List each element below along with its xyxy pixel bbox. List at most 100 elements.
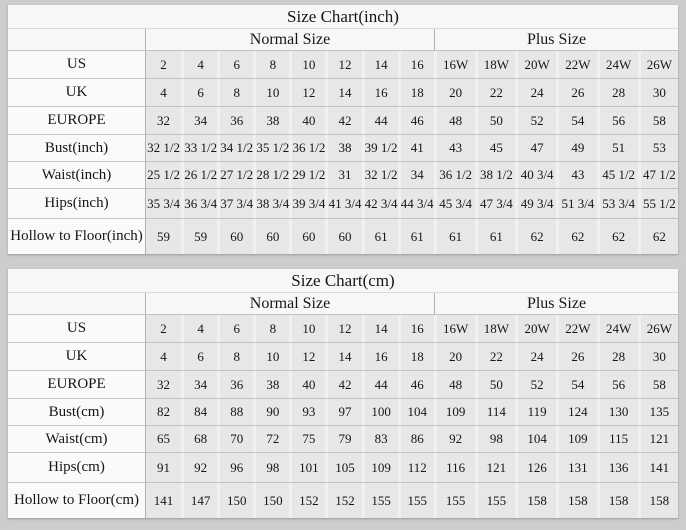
page: Size Chart(inch) Normal Size Plus Size U… xyxy=(8,5,679,518)
size-cell: 56 xyxy=(596,107,638,134)
size-cell: 152 xyxy=(325,483,362,518)
column-group-header-row: Normal Size Plus Size xyxy=(8,293,678,314)
size-cell: 109 xyxy=(556,426,597,452)
size-cell: 62 xyxy=(596,219,638,254)
size-cell: 20W xyxy=(515,315,556,342)
size-cell: 26 xyxy=(556,343,597,370)
size-cell: 36 xyxy=(217,371,254,398)
size-cell: 62 xyxy=(556,219,597,254)
row-label: Hips(cm) xyxy=(8,453,145,482)
size-cell: 47 xyxy=(515,135,556,161)
size-cell: 39 3/4 xyxy=(289,189,326,218)
size-cell: 20W xyxy=(515,51,556,78)
size-cell: 98 xyxy=(474,426,516,452)
size-cell: 59 xyxy=(181,219,218,254)
size-cell: 32 1/2 xyxy=(361,162,398,188)
size-cell: 93 xyxy=(289,399,326,425)
size-cell: 45 xyxy=(474,135,516,161)
size-cell: 8 xyxy=(253,315,290,342)
size-cell: 10 xyxy=(253,343,290,370)
size-cell: 135 xyxy=(637,399,679,425)
group-header-spacer xyxy=(8,293,145,314)
table-row: UK 4 6 8 10 12 14 16 18 20 22 24 26 28 30 xyxy=(8,342,679,370)
size-cell: 84 xyxy=(181,399,218,425)
size-cell: 47 3/4 xyxy=(474,189,516,218)
size-cell: 60 xyxy=(217,219,254,254)
size-cell: 28 xyxy=(596,343,638,370)
size-cell: 58 xyxy=(637,371,679,398)
size-cell: 109 xyxy=(433,399,475,425)
size-cell: 155 xyxy=(397,483,434,518)
group-header-plus-size: Plus Size xyxy=(434,29,678,50)
size-cell: 97 xyxy=(325,399,362,425)
size-cell: 18W xyxy=(474,51,516,78)
size-cell: 18 xyxy=(397,343,434,370)
size-cell: 131 xyxy=(556,453,597,482)
size-cell: 141 xyxy=(145,483,182,518)
size-cell: 104 xyxy=(515,426,556,452)
size-cell: 14 xyxy=(325,343,362,370)
table-body: US 2 4 6 8 10 12 14 16 16W 18W 20W 22W 24W 26W UK 4 6 8 10 1… xyxy=(8,50,679,254)
table-row: Hollow to Floor(cm) 141 147 150 150 152 152 155… xyxy=(8,482,679,518)
size-cell: 42 xyxy=(325,371,362,398)
size-cell: 61 xyxy=(474,219,516,254)
table-row: Bust(inch) 32 1/2 33 1/2 34 1/2 35 1/2 36 1/2… xyxy=(8,134,679,161)
group-header-normal-size: Normal Size xyxy=(145,293,434,314)
table-row: Waist(inch) 25 1/2 26 1/2 27 1/2 28 1/2 29 1/… xyxy=(8,161,679,188)
size-cell: 10 xyxy=(253,79,290,106)
size-cell: 52 xyxy=(515,107,556,134)
size-cell: 22 xyxy=(474,79,516,106)
size-cell: 88 xyxy=(217,399,254,425)
size-cell: 12 xyxy=(289,343,326,370)
size-cell: 155 xyxy=(361,483,398,518)
size-cell: 155 xyxy=(474,483,516,518)
size-cell: 47 1/2 xyxy=(637,162,679,188)
size-cell: 38 3/4 xyxy=(253,189,290,218)
table-row: US 2 4 6 8 10 12 14 16 16W 18W 20W 22W 24W 26W xyxy=(8,314,679,342)
size-cell: 6 xyxy=(217,315,254,342)
table-row: Hips(inch) 35 3/4 36 3/4 37 3/4 38 3/4 39 3/4… xyxy=(8,188,679,218)
size-cell: 147 xyxy=(181,483,218,518)
size-cell: 61 xyxy=(397,219,434,254)
size-cell: 158 xyxy=(637,483,679,518)
size-cell: 50 xyxy=(474,371,516,398)
size-cell: 38 1/2 xyxy=(474,162,516,188)
size-cell: 6 xyxy=(217,51,254,78)
size-cell: 40 3/4 xyxy=(515,162,556,188)
size-cell: 92 xyxy=(433,426,475,452)
size-cell: 60 xyxy=(253,219,290,254)
size-cell: 90 xyxy=(253,399,290,425)
size-cell: 6 xyxy=(181,79,218,106)
row-label: US xyxy=(8,51,145,78)
size-cell: 4 xyxy=(145,79,182,106)
size-cell: 75 xyxy=(289,426,326,452)
size-cell: 29 1/2 xyxy=(289,162,326,188)
size-cell: 51 3/4 xyxy=(556,189,597,218)
size-cell: 10 xyxy=(289,51,326,78)
size-cell: 112 xyxy=(397,453,434,482)
size-cell: 86 xyxy=(397,426,434,452)
size-cell: 22W xyxy=(556,315,597,342)
size-cell: 61 xyxy=(361,219,398,254)
table-row: UK 4 6 8 10 12 14 16 18 20 22 24 26 28 30 xyxy=(8,78,679,106)
size-cell: 38 xyxy=(253,371,290,398)
size-cell: 61 xyxy=(433,219,475,254)
size-cell: 79 xyxy=(325,426,362,452)
size-cell: 44 3/4 xyxy=(397,189,434,218)
size-cell: 58 xyxy=(637,107,679,134)
table-row: Hollow to Floor(inch) 59 59 60 60 60 60 61 61 61 6… xyxy=(8,218,679,254)
size-cell: 20 xyxy=(433,79,475,106)
size-cell: 32 1/2 xyxy=(145,135,182,161)
size-cell: 45 3/4 xyxy=(433,189,475,218)
size-cell: 36 xyxy=(217,107,254,134)
size-cell: 28 1/2 xyxy=(253,162,290,188)
size-cell: 14 xyxy=(325,79,362,106)
size-cell: 16W xyxy=(433,51,475,78)
size-cell: 33 1/2 xyxy=(181,135,218,161)
size-cell: 2 xyxy=(145,51,182,78)
size-cell: 96 xyxy=(217,453,254,482)
row-label: Bust(cm) xyxy=(8,399,145,425)
size-cell: 44 xyxy=(361,371,398,398)
size-cell: 121 xyxy=(474,453,516,482)
size-cell: 119 xyxy=(515,399,556,425)
